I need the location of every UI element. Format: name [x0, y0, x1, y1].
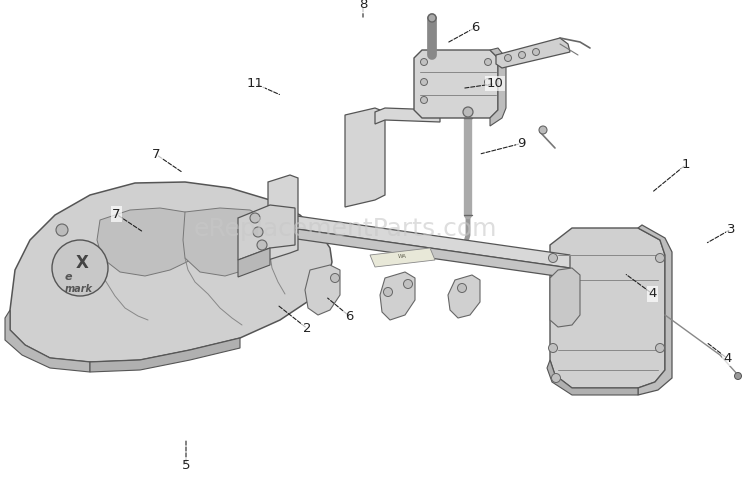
Circle shape — [548, 344, 557, 353]
Circle shape — [551, 374, 560, 382]
Text: 4: 4 — [723, 352, 732, 365]
Circle shape — [734, 373, 742, 379]
Text: 11: 11 — [247, 77, 263, 90]
Circle shape — [52, 240, 108, 296]
Circle shape — [253, 227, 263, 237]
Circle shape — [404, 279, 412, 288]
Text: mark: mark — [65, 284, 93, 294]
Polygon shape — [345, 108, 385, 207]
Text: 7: 7 — [112, 208, 121, 221]
Polygon shape — [370, 248, 435, 267]
Circle shape — [484, 79, 491, 86]
Text: 6: 6 — [471, 21, 480, 34]
Polygon shape — [238, 248, 270, 277]
Circle shape — [463, 107, 473, 117]
Text: 5: 5 — [182, 459, 190, 472]
Text: 8: 8 — [358, 0, 368, 11]
Text: 2: 2 — [303, 322, 312, 335]
Text: 6: 6 — [345, 310, 354, 323]
Polygon shape — [550, 228, 665, 388]
Circle shape — [56, 224, 68, 236]
Text: 3: 3 — [727, 223, 736, 236]
Circle shape — [484, 58, 491, 66]
Circle shape — [257, 240, 267, 250]
Circle shape — [548, 253, 557, 262]
Polygon shape — [496, 38, 570, 68]
Circle shape — [458, 283, 466, 292]
Circle shape — [250, 213, 260, 223]
Polygon shape — [448, 275, 480, 318]
Text: WA: WA — [398, 254, 407, 259]
Text: 7: 7 — [152, 148, 160, 161]
Text: 10: 10 — [487, 77, 503, 90]
Circle shape — [383, 287, 392, 296]
Polygon shape — [183, 208, 275, 276]
Circle shape — [421, 79, 428, 86]
Text: e: e — [65, 272, 73, 282]
Circle shape — [421, 58, 428, 66]
Text: eReplacementParts.com: eReplacementParts.com — [194, 217, 496, 241]
Circle shape — [428, 14, 436, 22]
Circle shape — [656, 344, 664, 353]
Polygon shape — [380, 272, 415, 320]
Circle shape — [518, 51, 526, 58]
Text: 9: 9 — [517, 137, 526, 150]
Polygon shape — [238, 205, 295, 260]
Circle shape — [331, 273, 340, 282]
Polygon shape — [550, 268, 580, 327]
Polygon shape — [375, 108, 440, 124]
Polygon shape — [90, 338, 240, 372]
Polygon shape — [97, 208, 205, 276]
Polygon shape — [414, 50, 498, 118]
Polygon shape — [5, 310, 90, 372]
Polygon shape — [268, 175, 298, 260]
Circle shape — [656, 253, 664, 262]
Text: 1: 1 — [682, 158, 691, 171]
Circle shape — [421, 97, 428, 104]
Polygon shape — [10, 182, 332, 362]
Polygon shape — [547, 360, 638, 395]
Circle shape — [532, 48, 539, 55]
Text: 4: 4 — [648, 287, 657, 300]
Polygon shape — [305, 265, 340, 315]
Polygon shape — [638, 225, 672, 395]
Polygon shape — [245, 228, 570, 278]
Circle shape — [505, 54, 512, 61]
Polygon shape — [490, 48, 506, 126]
Polygon shape — [245, 215, 570, 268]
Circle shape — [539, 126, 547, 134]
Text: X: X — [76, 254, 88, 272]
